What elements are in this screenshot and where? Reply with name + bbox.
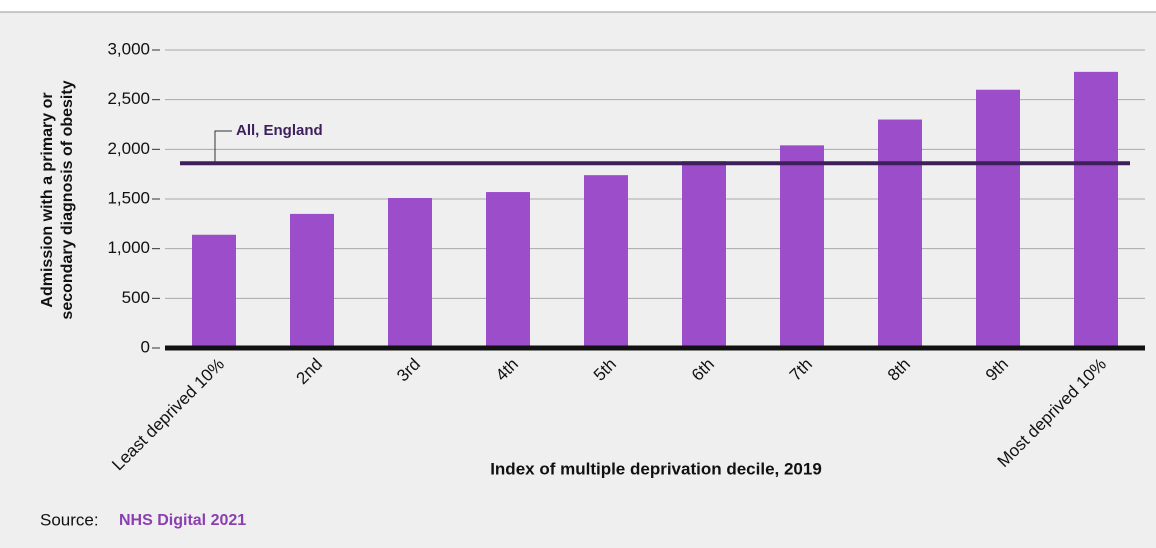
bar (682, 161, 726, 348)
y-tick-label: 0 (141, 337, 150, 356)
bar (878, 119, 922, 349)
bar (976, 89, 1020, 348)
y-tick-label: 2,500 (107, 89, 150, 108)
y-tick-label: 1,500 (107, 188, 150, 207)
y-tick-label: 3,000 (107, 39, 150, 58)
bar (290, 213, 334, 348)
header-strip (0, 0, 1156, 12)
x-axis-title: Index of multiple deprivation decile, 20… (490, 459, 822, 478)
reference-label: All, England (236, 122, 323, 139)
y-tick-label: 500 (122, 288, 150, 307)
bar (584, 175, 628, 348)
y-tick-label: 2,000 (107, 139, 150, 158)
source-link[interactable]: NHS Digital 2021 (119, 512, 246, 529)
annotation-leader (214, 130, 232, 164)
y-axis-title: secondary diagnosis of obesity (59, 80, 76, 319)
bar (192, 234, 236, 348)
y-tick-label: 1,000 (107, 238, 150, 257)
bar (388, 198, 432, 348)
bar (486, 192, 530, 348)
y-axis-title: Admission with a primary or (39, 92, 56, 307)
bar (780, 145, 824, 348)
source-label: Source: (40, 510, 99, 529)
bar (1074, 71, 1118, 348)
